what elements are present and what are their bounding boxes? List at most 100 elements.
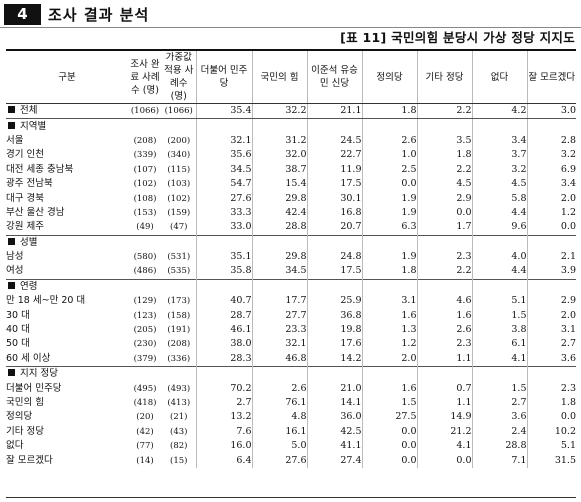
table-row: 국민의 힘 (418) (413) 2.7 76.1 14.1 1.5 1.1 2.7 1.8 (6, 395, 576, 411)
section-row: 지역별 (6, 118, 576, 134)
value-cell: 3.9 (526, 264, 576, 280)
value-cell: 4.2 (471, 103, 527, 120)
value-cell: 40.7 (195, 294, 252, 309)
value-cell: 22.7 (306, 148, 362, 163)
empty-cell (306, 234, 362, 250)
n-weighted-cell: (82) (170, 441, 188, 452)
value-cell: 4.1 (471, 351, 527, 367)
value-cell: 4.0 (471, 249, 527, 265)
value-cell: 1.1 (416, 395, 472, 411)
n-weighted-cell: (208) (167, 339, 191, 350)
value-cell: 2.6 (416, 322, 472, 338)
empty-cell (416, 278, 472, 295)
value-cell: 17.7 (251, 294, 307, 309)
value-cell: 2.2 (416, 264, 472, 280)
n-weighted-cell: (531) (167, 252, 191, 263)
value-cell: 21.2 (416, 424, 472, 439)
value-cell: 4.5 (416, 176, 472, 192)
value-cell: 32.1 (195, 133, 252, 149)
empty-cell (162, 234, 196, 250)
section-row: 지지 정당 (6, 366, 576, 382)
value-cell: 3.2 (471, 162, 527, 177)
empty-cell (128, 118, 162, 134)
value-cell: 30.1 (306, 191, 362, 206)
value-cell: 2.9 (526, 294, 576, 309)
value-cell: 38.0 (195, 337, 252, 352)
value-cell: 14.9 (416, 410, 472, 425)
value-cell: 21.1 (306, 103, 362, 120)
n-completed-cell: (580) (133, 252, 157, 263)
value-cell: 14.1 (306, 395, 362, 411)
value-cell: 3.0 (526, 103, 576, 120)
row-label: 없다 (6, 440, 24, 452)
row-label: 30 대 (6, 309, 30, 321)
value-cell: 31.2 (251, 133, 307, 149)
value-cell: 2.3 (416, 337, 472, 352)
empty-cell (471, 118, 527, 134)
col-header-party: 잘 모르겠다 (526, 50, 576, 104)
table-row: 경기 인천 (339) (340) 35.6 32.0 22.7 1.0 1.8 3.7 3.2 (6, 148, 576, 163)
empty-cell (251, 366, 307, 382)
row-label: 서울 (6, 134, 24, 146)
n-weighted-cell: (158) (167, 310, 191, 321)
value-cell: 36.8 (306, 308, 362, 323)
value-cell: 38.7 (251, 162, 307, 177)
col-header-group: 구분 (6, 50, 128, 104)
value-cell: 2.7 (195, 395, 252, 411)
row-label: 국민의 힘 (6, 397, 44, 408)
n-weighted-cell: (21) (170, 412, 188, 423)
value-cell: 76.1 (251, 395, 307, 411)
empty-cell (361, 366, 417, 382)
value-cell: 2.2 (416, 103, 472, 120)
section-row: 연령 (6, 278, 576, 295)
empty-cell (251, 118, 307, 134)
n-completed-cell: (486) (133, 266, 157, 277)
value-cell: 2.0 (526, 191, 576, 206)
value-cell: 28.7 (195, 308, 252, 323)
value-cell: 13.2 (195, 410, 252, 425)
header-divider (0, 27, 581, 28)
table-row: 더불어 민주당 (495) (493) 70.2 2.6 21.0 1.6 0.7 1.5 2.3 (6, 381, 576, 396)
n-weighted-cell: (103) (167, 179, 191, 190)
n-weighted-cell: (115) (167, 164, 191, 175)
value-cell: 46.8 (251, 351, 307, 367)
empty-cell (128, 366, 162, 382)
empty-cell (195, 234, 252, 250)
table-row: 50 대 (230) (208) 38.0 32.1 17.6 1.2 2.3 6.1 2.7 (6, 337, 576, 352)
n-completed-cell: (495) (133, 383, 157, 394)
empty-cell (471, 366, 527, 382)
value-cell: 4.1 (416, 438, 472, 454)
empty-cell (471, 278, 527, 295)
value-cell: 1.2 (361, 337, 417, 352)
section-label: 성별 (6, 234, 128, 250)
empty-cell (251, 234, 307, 250)
empty-cell (526, 366, 576, 382)
empty-cell (526, 278, 576, 295)
row-label: 부산 울산 경남 (6, 206, 65, 218)
n-completed-cell: (123) (133, 310, 157, 321)
empty-cell (471, 234, 527, 250)
value-cell: 2.6 (361, 133, 417, 149)
n-weighted-cell: (102) (167, 193, 191, 204)
value-cell: 28.8 (251, 220, 307, 236)
value-cell: 29.8 (251, 249, 307, 265)
bullet-square-icon (8, 237, 15, 245)
value-cell: 0.0 (361, 453, 417, 468)
n-completed-cell: (339) (133, 150, 157, 161)
value-cell: 3.5 (416, 133, 472, 149)
value-cell: 16.1 (251, 424, 307, 439)
value-cell: 1.8 (361, 103, 417, 120)
value-cell: 4.6 (416, 294, 472, 309)
row-label: 잘 모르겠다 (6, 454, 53, 466)
section-title-text: 지지 정당 (20, 368, 58, 380)
value-cell: 9.6 (471, 220, 527, 236)
n-completed-cell: (108) (133, 193, 157, 204)
empty-cell (416, 234, 472, 250)
value-cell: 2.3 (526, 381, 576, 396)
value-cell: 16.8 (306, 205, 362, 221)
n-completed-cell: (208) (133, 135, 157, 146)
row-label: 남성 (6, 251, 24, 263)
value-cell: 5.8 (471, 191, 527, 206)
value-cell: 32.2 (251, 103, 307, 120)
value-cell: 0.0 (526, 410, 576, 425)
